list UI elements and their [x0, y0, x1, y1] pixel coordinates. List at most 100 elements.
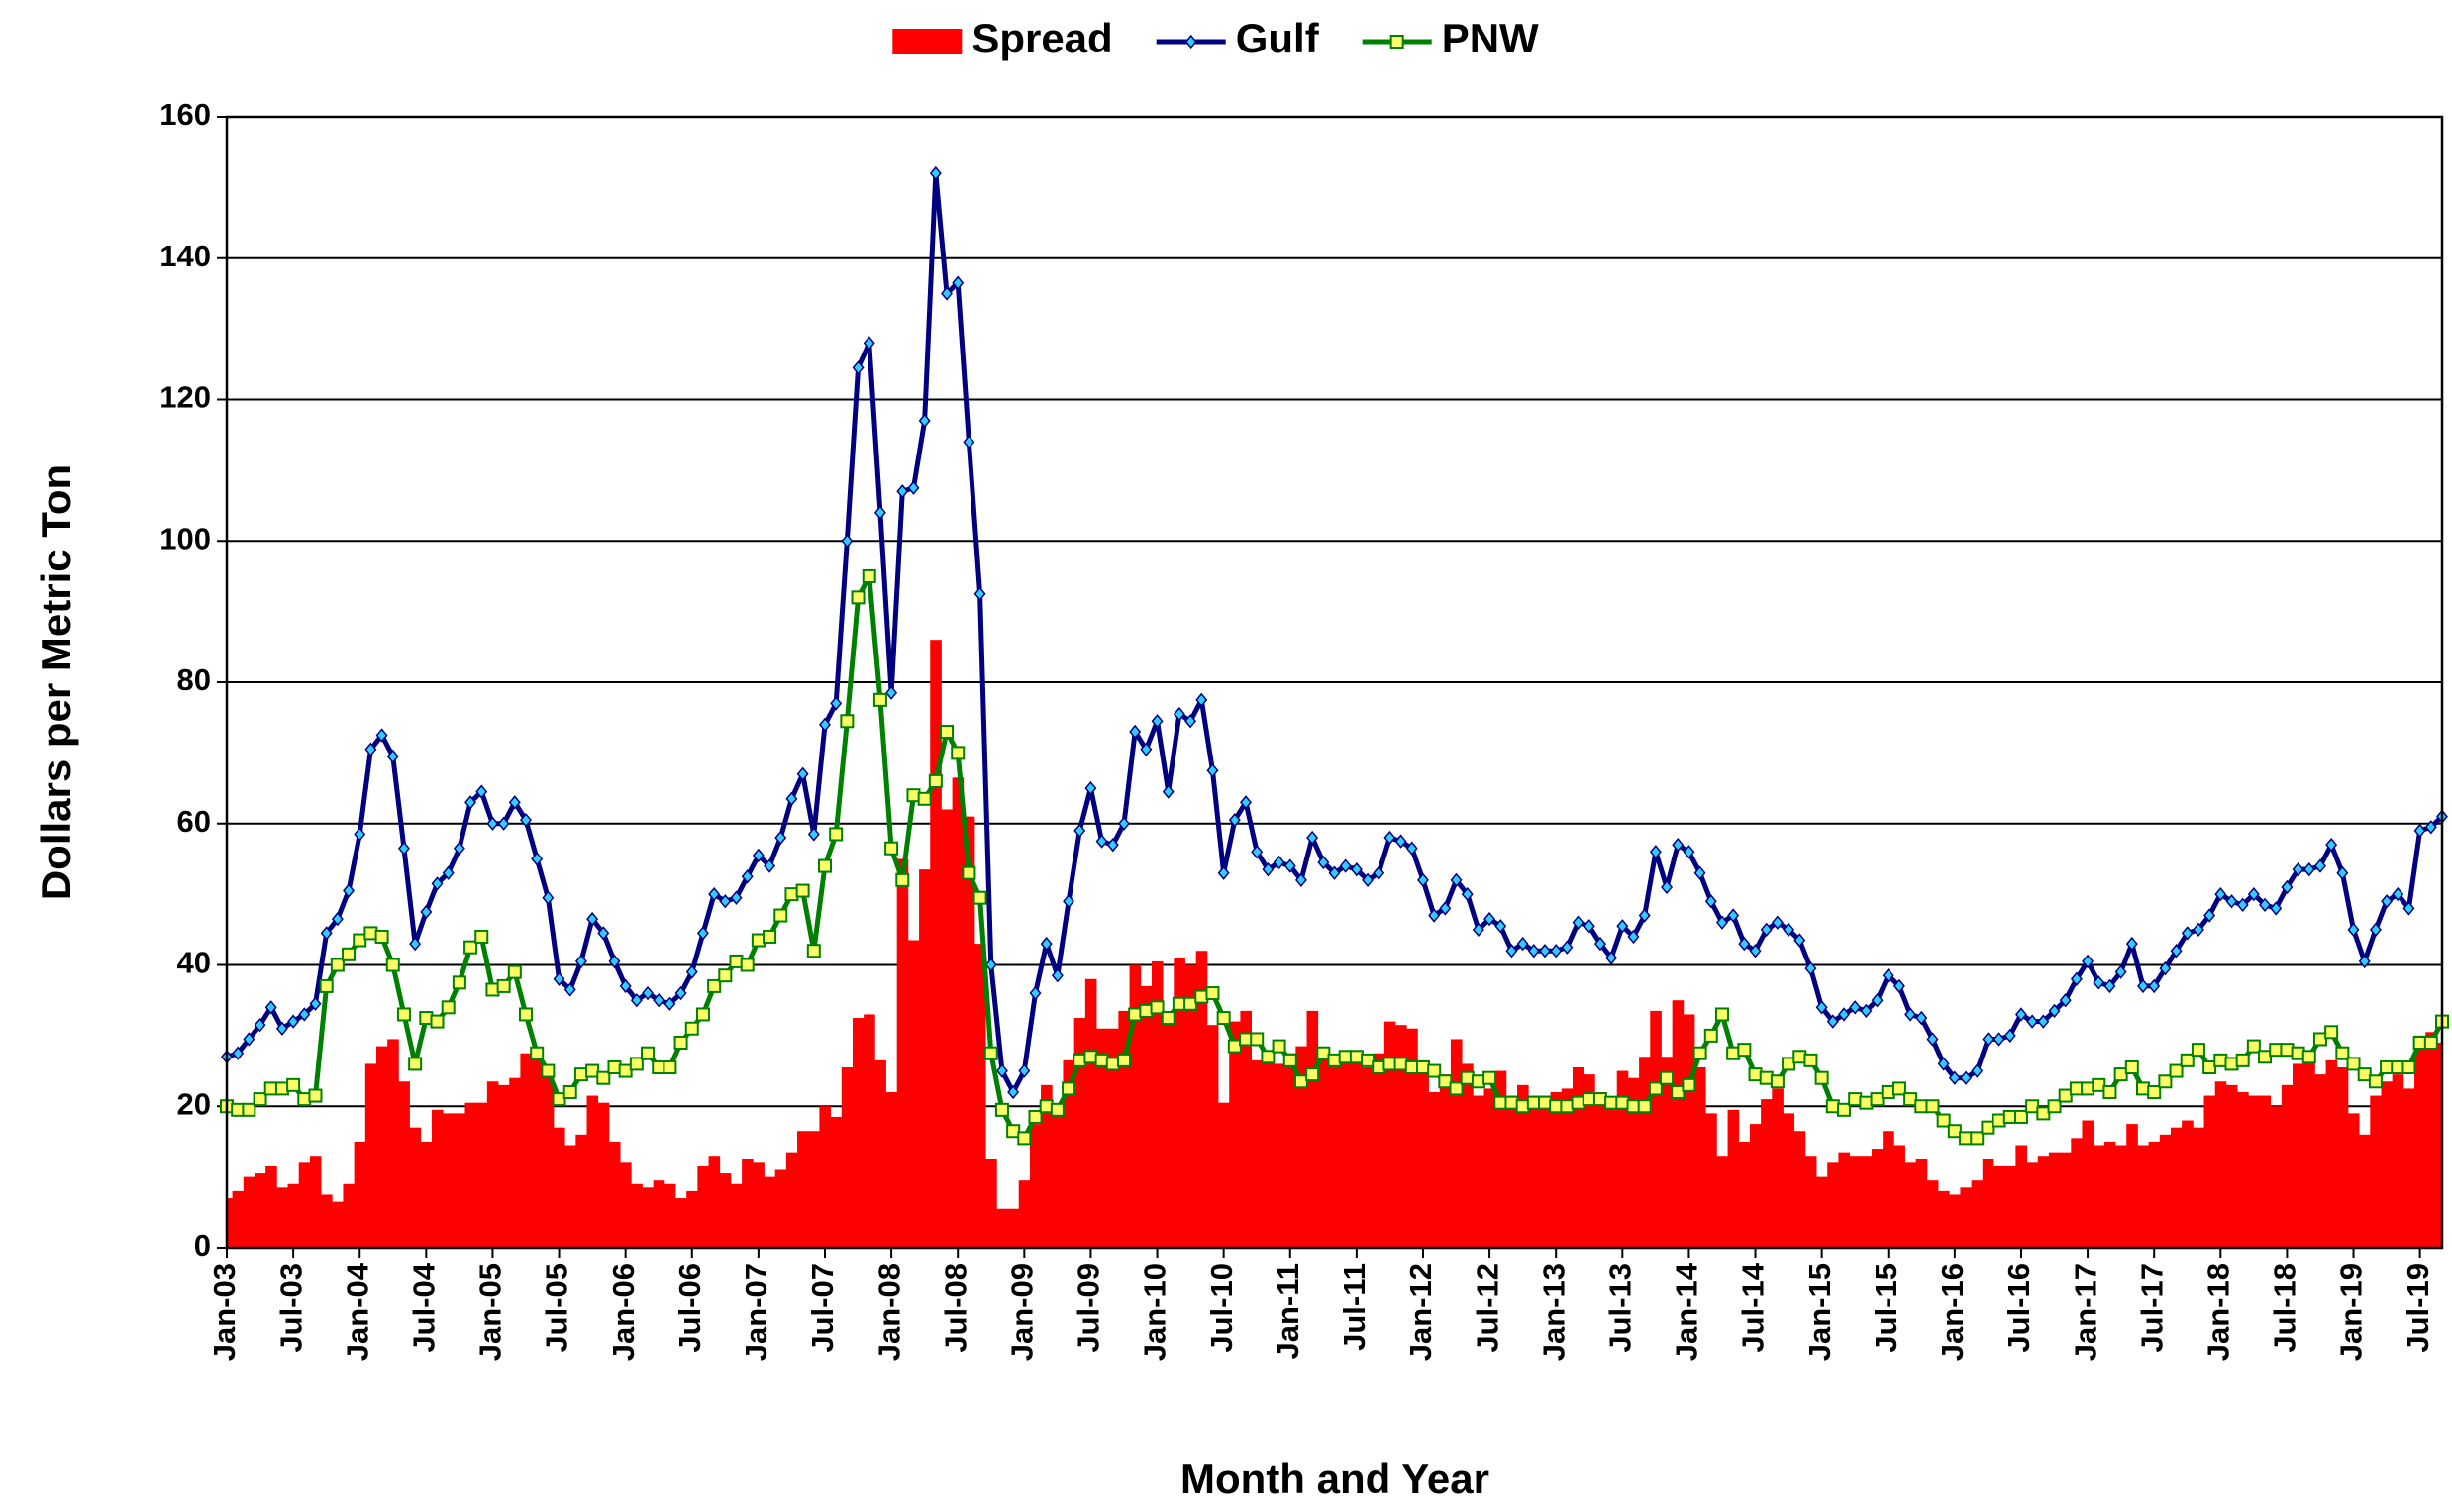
marker: [630, 993, 643, 1008]
marker: [618, 1063, 633, 1078]
bar: [2060, 1152, 2072, 1248]
marker: [1140, 742, 1153, 756]
marker: [2147, 1084, 2162, 1099]
marker: [1649, 845, 1662, 859]
marker: [608, 954, 621, 969]
marker: [1306, 830, 1319, 846]
marker: [1405, 841, 1418, 856]
bar: [564, 1145, 576, 1248]
x-tick-label: Jul-15: [1869, 1263, 1903, 1353]
marker: [2259, 897, 2272, 913]
bar: [1871, 1149, 1884, 1248]
x-tick-label: Jan-17: [2068, 1263, 2102, 1361]
marker: [1339, 858, 1352, 873]
marker: [1116, 1053, 1131, 1067]
bar: [1993, 1165, 2005, 1248]
marker: [1605, 951, 1618, 965]
bar: [575, 1134, 587, 1248]
bar: [1960, 1187, 1973, 1248]
bar: [1584, 1074, 1595, 1248]
marker: [918, 413, 931, 429]
bar: [1783, 1113, 1795, 1248]
x-tick-label: Jul-16: [2001, 1263, 2036, 1353]
bar: [2037, 1156, 2050, 1248]
x-tick-label: Jul-10: [1204, 1263, 1239, 1353]
marker: [1638, 908, 1651, 923]
bar: [298, 1162, 311, 1248]
marker: [343, 883, 356, 898]
marker: [1837, 1102, 1852, 1117]
bar: [686, 1190, 698, 1248]
bar: [2082, 1120, 2094, 1248]
bar: [1383, 1021, 1396, 1248]
bar: [2115, 1145, 2127, 1248]
bar: [2004, 1165, 2016, 1248]
bar: [2193, 1127, 2204, 1248]
marker: [1050, 1102, 1065, 1117]
marker: [553, 971, 565, 986]
marker: [2047, 1099, 2062, 1114]
bar: [1639, 1057, 1651, 1248]
bar: [1439, 1074, 1452, 1248]
marker: [1703, 1028, 1718, 1043]
x-tick-label: Jan-07: [739, 1263, 773, 1361]
bar: [963, 816, 975, 1248]
marker: [1783, 922, 1795, 937]
bar: [2359, 1134, 2371, 1248]
marker: [2235, 1053, 2250, 1067]
marker: [1849, 1000, 1862, 1015]
marker: [530, 1046, 545, 1060]
marker: [408, 1057, 423, 1071]
marker: [807, 827, 820, 842]
bar: [1218, 1102, 1230, 1248]
bar: [896, 858, 909, 1248]
bar: [1672, 1000, 1685, 1248]
bar: [1473, 1095, 1484, 1248]
bar: [420, 1141, 433, 1248]
marker: [940, 724, 955, 739]
marker: [2325, 837, 2338, 853]
plot-frame: [225, 115, 2444, 1250]
marker: [1892, 978, 1905, 994]
bar: [364, 1063, 377, 1248]
marker: [1826, 1014, 1839, 1029]
marker: [1804, 960, 1817, 976]
bar: [1949, 1194, 1961, 1248]
bar: [454, 1113, 465, 1248]
bar: [919, 869, 931, 1248]
bar: [1517, 1084, 1529, 1248]
marker: [1428, 908, 1441, 923]
marker: [1317, 855, 1330, 870]
marker: [1714, 1007, 1729, 1022]
bar: [797, 1131, 809, 1248]
marker: [1151, 714, 1164, 729]
marker: [1293, 1074, 1308, 1089]
marker: [1749, 944, 1762, 958]
marker: [2124, 1059, 2139, 1074]
marker: [1539, 944, 1551, 958]
marker: [653, 993, 665, 1008]
y-tick-label: 140: [159, 239, 211, 273]
marker: [1450, 872, 1463, 888]
bar: [1616, 1070, 1629, 1248]
marker: [740, 958, 755, 972]
x-tick-label: Jan-15: [1802, 1263, 1837, 1361]
bar: [2325, 1059, 2338, 1248]
bar: [2126, 1124, 2138, 1248]
x-tick-label: Jan-19: [2334, 1263, 2369, 1361]
marker: [2313, 858, 2326, 873]
marker: [929, 165, 942, 181]
bar: [2225, 1084, 2238, 1248]
marker: [385, 958, 400, 972]
bar: [542, 1074, 555, 1248]
marker: [1162, 784, 1175, 799]
marker: [1871, 993, 1884, 1008]
marker: [497, 816, 510, 831]
marker: [552, 1092, 566, 1107]
bar: [398, 1081, 410, 1248]
bar: [2170, 1127, 2183, 1248]
marker: [2258, 1050, 2273, 1064]
bar: [1761, 1099, 1773, 1248]
bar: [1140, 985, 1153, 1248]
marker: [286, 1077, 301, 1092]
